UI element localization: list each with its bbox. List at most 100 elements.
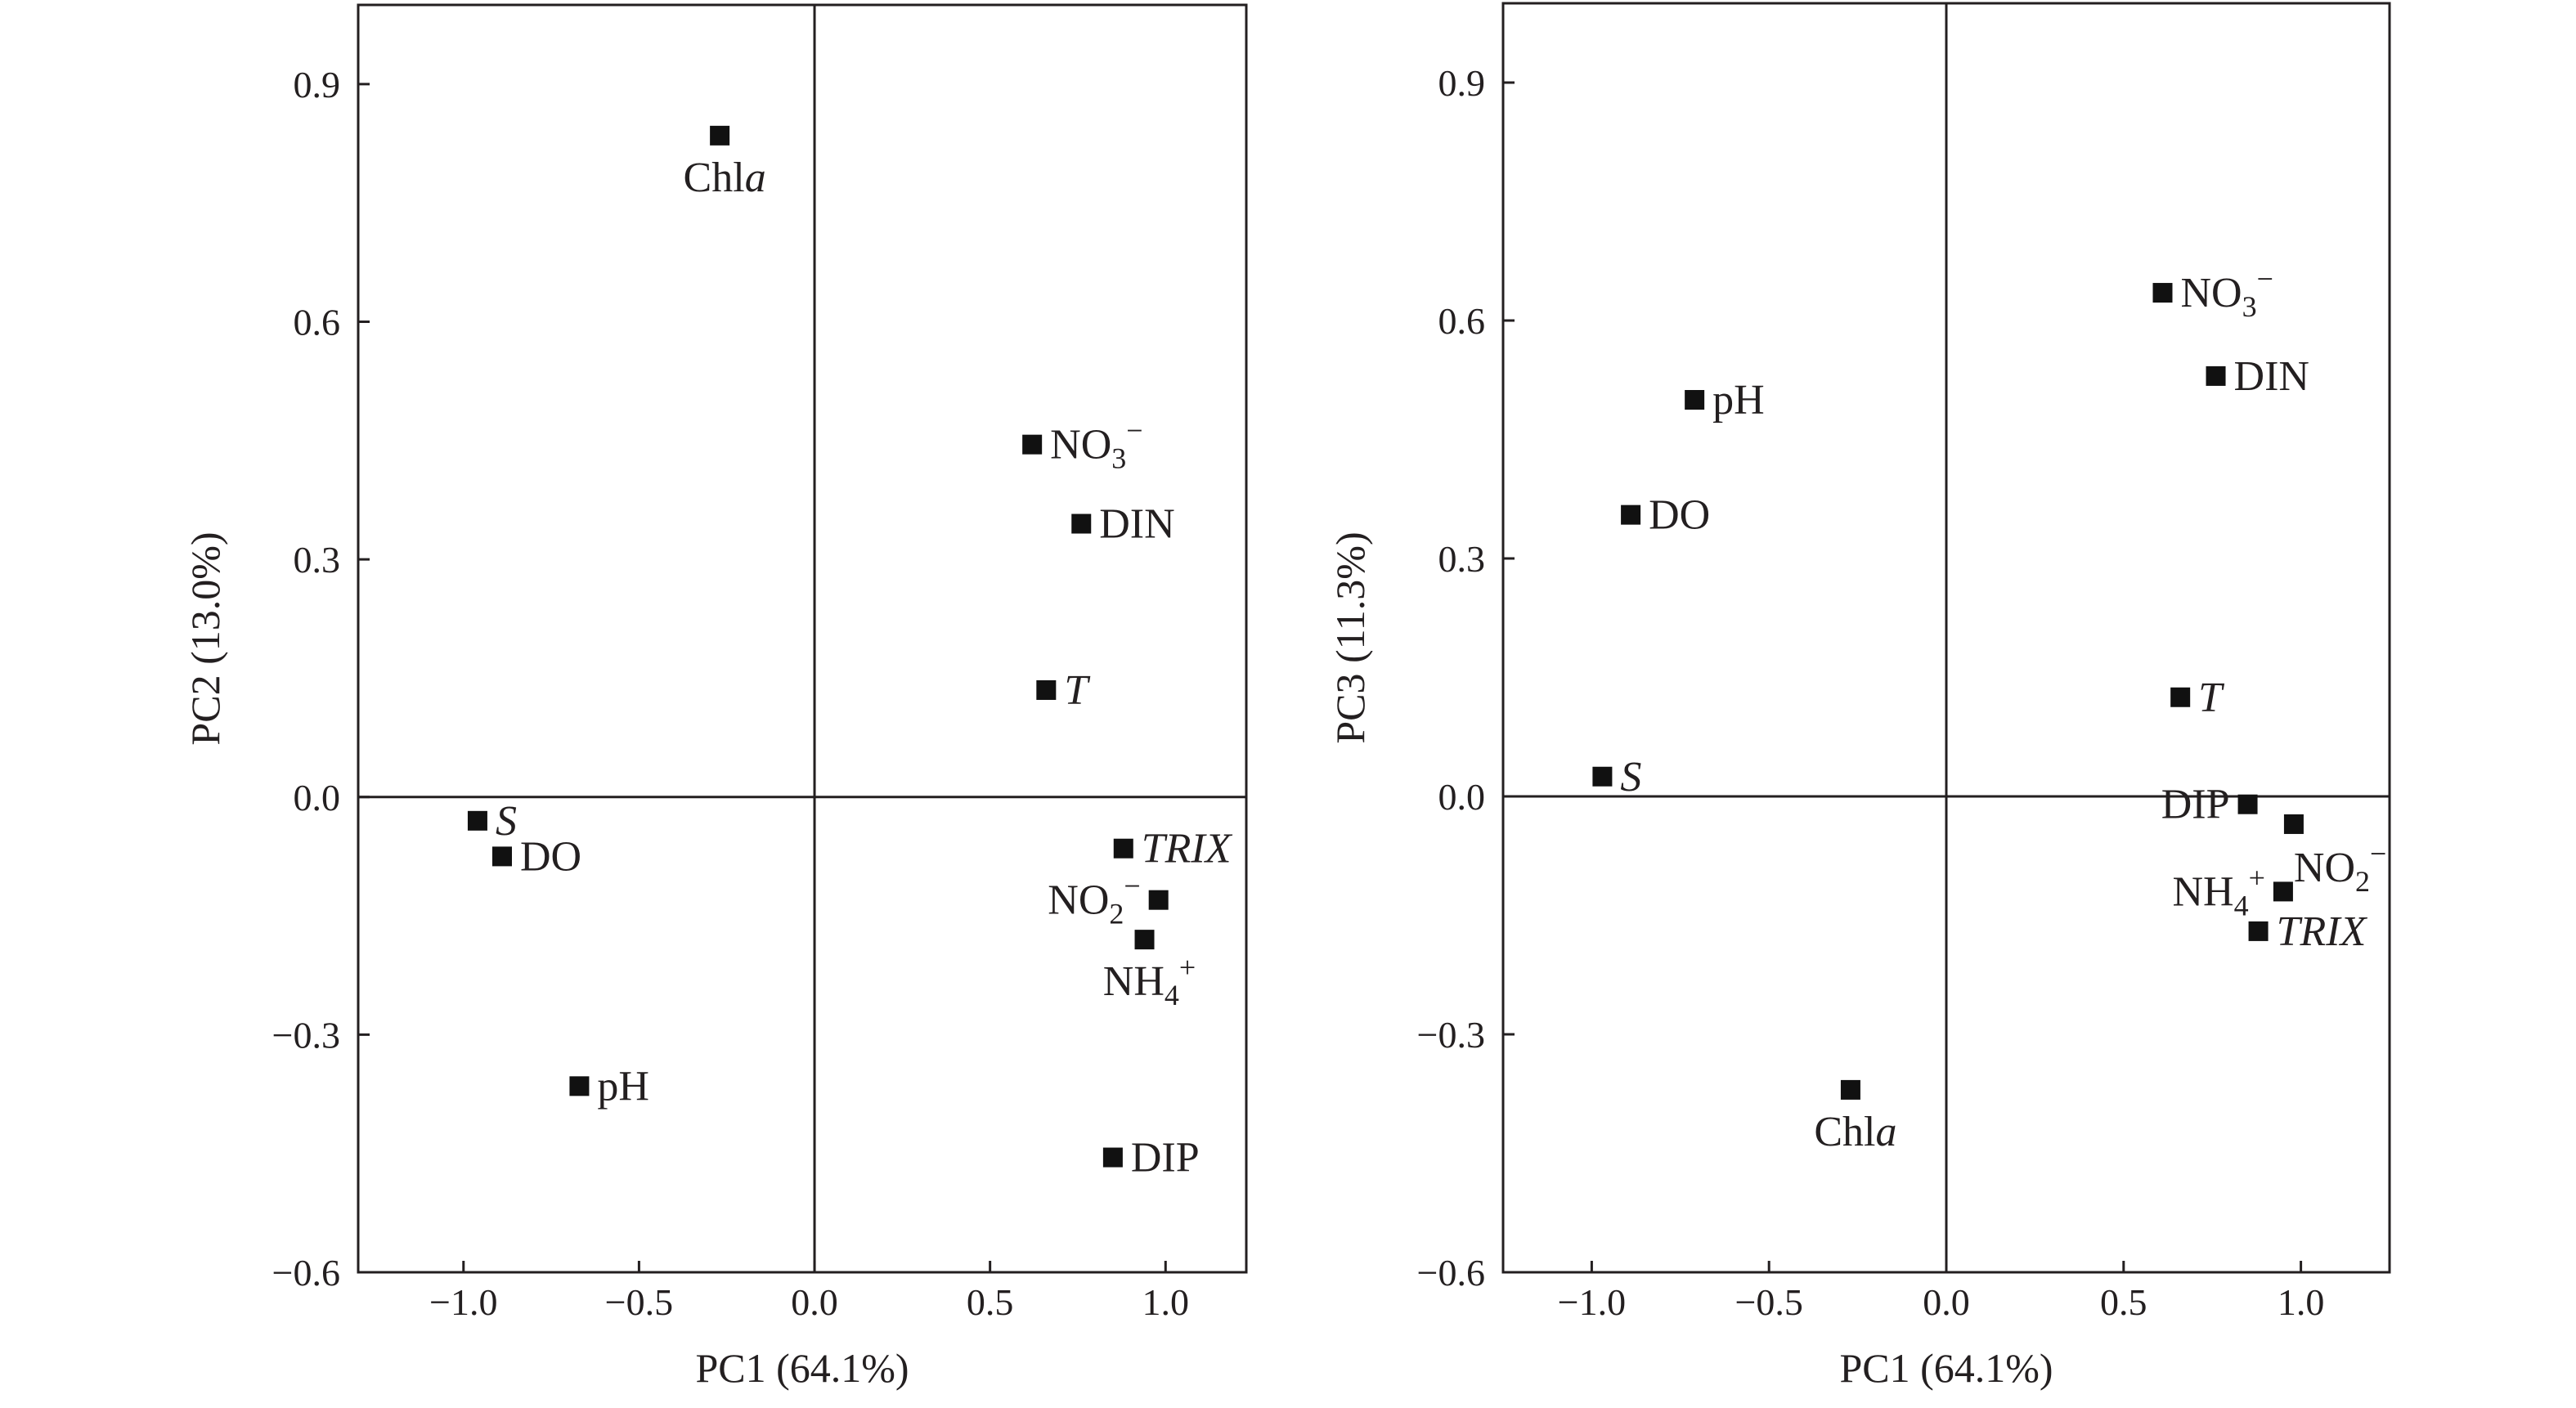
data-point-marker (1592, 766, 1613, 787)
y-tick-label: 0.0 (1438, 776, 1486, 818)
point-label-name: T (2198, 675, 2224, 721)
point-label-name: DIP (1131, 1135, 1200, 1182)
point-label-superscript: − (1126, 415, 1142, 447)
point-label-superscript: − (2257, 262, 2273, 295)
y-axis-label: PC2 (13.0%) (182, 531, 228, 745)
point-label-subscript: 2 (1109, 898, 1124, 930)
point-label-name: pH (597, 1063, 649, 1110)
point-label-name: NO (2180, 270, 2242, 316)
point-label-name: T (1064, 667, 1090, 714)
point-label-suffix: a (1875, 1109, 1896, 1155)
data-point-label: DIN (1099, 501, 1174, 548)
data-point-label: DIN (2234, 353, 2309, 400)
point-label-superscript: − (2370, 837, 2386, 870)
data-point-marker (2206, 365, 2226, 386)
point-label-name: NO (1050, 422, 1111, 469)
data-point-marker (2248, 921, 2269, 941)
data-point-marker (1685, 390, 1705, 410)
y-axis-label: PC3 (11.3%) (1327, 531, 1373, 743)
plot-frame (357, 3, 1248, 1274)
point-label-name: DO (520, 833, 581, 880)
point-label-subscript: 4 (2234, 889, 2249, 921)
point-label-superscript: − (1124, 870, 1140, 903)
x-tick-label: −1.0 (1558, 1281, 1626, 1323)
data-point-label: Chla (684, 155, 766, 201)
point-label-name: DIN (2234, 353, 2309, 400)
y-tick-label: 0.9 (294, 64, 341, 105)
point-label-name: DIP (2161, 782, 2230, 828)
y-tick-label: 0.6 (294, 302, 341, 343)
x-tick-label: 1.0 (2278, 1281, 2325, 1323)
data-point-marker (2170, 687, 2191, 707)
x-tick-label: 0.0 (1923, 1281, 1970, 1323)
data-point-label: TRIX (2277, 908, 2368, 955)
x-axis-label: PC1 (64.1%) (1839, 1345, 2053, 1391)
data-point-marker (1036, 679, 1057, 700)
x-axis-label: PC1 (64.1%) (695, 1345, 909, 1391)
point-label-subscript: 3 (1111, 442, 1126, 475)
point-label-name: NH (2172, 868, 2233, 915)
point-label-name: pH (1712, 377, 1765, 424)
point-label-name: NO (2294, 845, 2355, 891)
data-point-marker (1621, 504, 1641, 525)
data-point-label: TRIX (1142, 826, 1233, 872)
y-tick-label: −0.6 (1417, 1252, 1485, 1294)
data-point-label: pH (1712, 377, 1765, 424)
data-point-label: DIP (2161, 782, 2230, 828)
point-label-subscript: 2 (2355, 865, 2370, 898)
data-point-marker (2283, 814, 2304, 834)
data-point-label: NO3− (1050, 415, 1142, 475)
point-label-superscript: + (2249, 861, 2265, 894)
data-point-label: T (1064, 667, 1090, 714)
data-point-marker (710, 125, 730, 146)
point-label-superscript: + (1179, 951, 1196, 984)
data-point-marker (2273, 881, 2293, 902)
y-tick-label: −0.6 (272, 1252, 340, 1294)
point-label-name: Chl (684, 155, 745, 201)
y-tick-label: 0.6 (1438, 300, 1486, 342)
data-point-marker (1022, 434, 1043, 455)
point-label-subscript: 3 (2242, 290, 2257, 323)
y-tick-label: 0.9 (1438, 62, 1486, 104)
data-point-label: NO3− (2180, 262, 2273, 323)
data-point-marker (569, 1076, 590, 1096)
point-label-suffix: a (745, 155, 766, 201)
x-tick-label: 0.0 (791, 1281, 838, 1323)
point-label-name: DIN (1099, 501, 1174, 548)
data-point-label: NH4+ (2172, 861, 2264, 921)
data-point-label: DIP (1131, 1135, 1200, 1182)
point-label-name: NH (1103, 958, 1165, 1005)
pc1-pc2-panel: −1.0 −0.5 0.0 0.5 1.0 −0.6 −0.3 0.0 0.3 0.6 0.9 PC1… (182, 3, 1248, 1391)
data-point-label: S (496, 798, 517, 845)
point-label-name: TRIX (2277, 908, 2368, 955)
data-point-marker (1113, 838, 1133, 859)
point-label-name: S (496, 798, 517, 845)
point-label-name: NO (1048, 877, 1109, 924)
data-point-label: T (2198, 675, 2224, 721)
x-tick-label: −1.0 (429, 1281, 497, 1323)
data-point-label: DO (520, 833, 581, 880)
point-label-name: S (1620, 754, 1641, 800)
data-point-label: DO (1649, 492, 1710, 539)
data-point-label: NO2− (1048, 870, 1140, 930)
x-tick-label: 0.5 (2100, 1281, 2147, 1323)
data-point-label: pH (597, 1063, 649, 1110)
y-tick-label: 0.3 (1438, 538, 1486, 580)
y-tick-label: −0.3 (1417, 1014, 1485, 1056)
data-point-label: S (1620, 754, 1641, 800)
point-label-name: DO (1649, 492, 1710, 539)
data-point-marker (1134, 930, 1155, 950)
x-tick-label: 1.0 (1142, 1281, 1190, 1323)
y-tick-label: 0.3 (294, 539, 341, 581)
data-point-marker (2237, 794, 2258, 814)
point-label-subscript: 4 (1165, 979, 1179, 1011)
x-tick-label: −0.5 (1735, 1281, 1802, 1323)
y-tick-label: 0.0 (294, 777, 341, 818)
point-label-name: TRIX (1142, 826, 1233, 872)
data-point-marker (1071, 513, 1092, 534)
data-point-label: NO2− (2294, 837, 2386, 898)
data-point-marker (1148, 890, 1169, 910)
data-point-marker (2152, 283, 2173, 303)
data-point-marker (1102, 1147, 1123, 1168)
